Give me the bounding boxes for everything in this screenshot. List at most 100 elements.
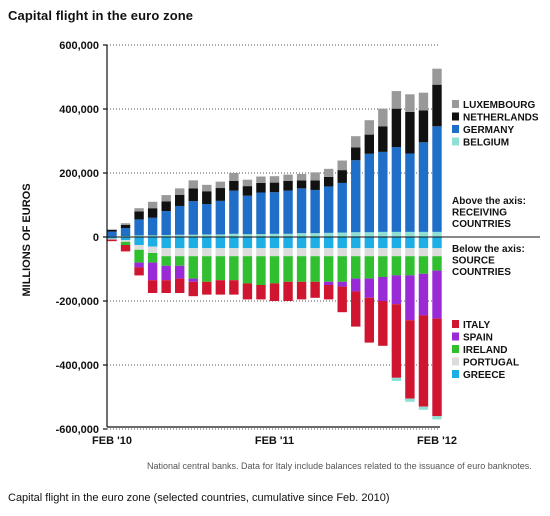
bar-netherlands [351, 147, 361, 161]
bar-portugal [337, 248, 347, 257]
bar-netherlands [323, 176, 334, 187]
bar-spain [378, 277, 388, 301]
bar-netherlands [215, 188, 226, 201]
bar-spain [147, 262, 158, 281]
annotation-above-axis: RECEIVING [452, 208, 507, 219]
x-tick-label: FEB '12 [417, 435, 457, 447]
bar-netherlands [432, 84, 442, 127]
bar-ireland [310, 256, 320, 282]
bar-portugal [269, 248, 280, 257]
legend-label-belgium: BELGIUM [463, 138, 509, 149]
bar-greece [229, 237, 239, 249]
chart-title: Capital flight in the euro zone [8, 8, 194, 23]
bar-italy [120, 245, 131, 252]
bar-germany [351, 160, 361, 233]
legend-swatch-ireland [452, 345, 459, 353]
bar-greece [418, 237, 429, 249]
bar-germany [147, 217, 158, 236]
bar-luxembourg [351, 136, 361, 148]
figure-caption: Capital flight in the euro zone (selecte… [8, 492, 390, 504]
bar-italy [229, 280, 239, 295]
legend-swatch-portugal [452, 357, 459, 366]
bar-spain [134, 262, 144, 268]
bar-portugal [310, 248, 320, 257]
bar-luxembourg [337, 160, 347, 171]
bar-spain [351, 278, 361, 292]
y-tick-label: 0 [93, 232, 99, 244]
bar-spain [418, 273, 429, 316]
bar-germany [134, 219, 144, 236]
legend-swatch-luxembourg [452, 100, 459, 108]
bar-germany [323, 186, 334, 233]
bar-portugal [229, 248, 239, 257]
bar-belgium [310, 233, 320, 237]
bar-netherlands [202, 191, 212, 205]
bar-belgium [405, 231, 415, 237]
bar-netherlands [296, 180, 307, 189]
bar-italy [107, 239, 117, 242]
bar-italy [418, 315, 429, 407]
bar-portugal [242, 248, 253, 257]
legend-label-netherlands: NETHERLANDS [463, 113, 539, 124]
bar-germany [378, 151, 388, 232]
bar-portugal [391, 248, 402, 257]
bar-portugal [120, 240, 131, 242]
bar-belgium [242, 234, 253, 237]
bar-netherlands [134, 211, 144, 220]
bar-ireland [405, 256, 415, 276]
bar-italy [378, 301, 388, 346]
annotation-below-axis: COUNTRIES [452, 267, 511, 278]
bar-portugal [378, 248, 388, 257]
bar-luxembourg [147, 201, 158, 209]
bar-belgium [283, 233, 293, 237]
legend-swatch-netherlands [452, 112, 459, 121]
y-tick-label: -200,000 [56, 296, 99, 308]
bar-netherlands [283, 181, 293, 191]
bar-germany [432, 126, 442, 232]
bar-netherlands [242, 186, 253, 196]
x-tick-label: FEB '11 [255, 435, 294, 447]
bar-ireland [323, 256, 334, 282]
bar-spain [175, 265, 185, 279]
bar-italy [188, 281, 198, 297]
bar-luxembourg [364, 120, 374, 135]
bar-germany [161, 211, 171, 236]
bar-luxembourg [175, 188, 185, 195]
bar-greece [323, 237, 334, 249]
bar-italy [310, 281, 320, 298]
bar-spain [188, 278, 198, 282]
bar-netherlands [256, 182, 266, 193]
bar-germany [269, 192, 280, 234]
bar-luxembourg [269, 176, 280, 183]
bar-belgium [215, 234, 226, 237]
bar-spain [161, 265, 171, 281]
bar-portugal [188, 248, 198, 257]
bar-spain [337, 281, 347, 287]
legend-label-germany: GERMANY [463, 125, 514, 136]
bar-italy [175, 278, 185, 293]
bar-portugal [147, 246, 158, 253]
bar-belgium [256, 234, 266, 237]
bar-ireland [283, 256, 293, 282]
bar-luxembourg [283, 174, 293, 181]
bar-luxembourg [256, 176, 266, 183]
bar-luxembourg [323, 168, 334, 177]
bar-portugal [323, 248, 334, 257]
y-tick-label: 400,000 [59, 104, 99, 116]
bar-netherlands [229, 181, 239, 191]
bar-greece [215, 237, 226, 249]
bar-netherlands [175, 194, 185, 206]
bar-ireland [418, 256, 429, 274]
bar-greece [107, 237, 117, 239]
bar-netherlands [269, 182, 280, 193]
bar-netherlands [188, 188, 198, 202]
bar-italy [161, 280, 171, 293]
bar-belgium [134, 235, 144, 237]
bar-greece [283, 237, 293, 249]
bar-ireland [296, 256, 307, 282]
bar-germany [283, 190, 293, 234]
bar-italy [242, 283, 253, 300]
bar-italy [405, 320, 415, 399]
bar-ireland [161, 256, 171, 266]
bar-portugal [175, 248, 185, 257]
